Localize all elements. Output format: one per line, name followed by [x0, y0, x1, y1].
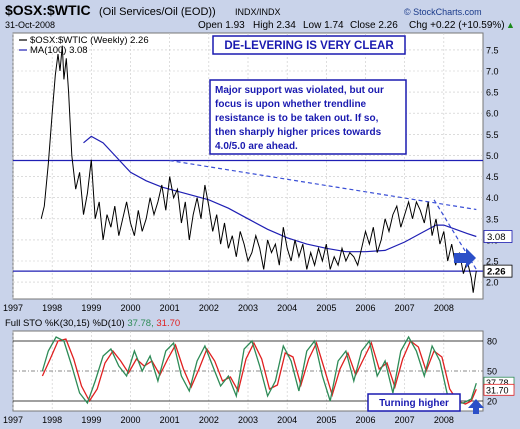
price-x-tick-label: 2008	[434, 303, 454, 313]
note-line: then sharply higher prices towards	[215, 127, 382, 138]
price-y-tick-label: 2.5	[486, 257, 499, 267]
up-arrow-icon	[468, 399, 484, 414]
close-value: Close 2.26	[350, 20, 398, 31]
price-x-tick-label: 2006	[355, 303, 375, 313]
sto-x-tick-label: 2000	[120, 415, 140, 425]
title-callout-box	[212, 35, 406, 55]
sto-x-tick-label: 2006	[355, 415, 375, 425]
chg-value: Chg +0.22 (+10.59%)	[409, 20, 505, 31]
price-x-tick-label: 1997	[3, 303, 23, 313]
price-y-tick-label: 4.5	[486, 172, 499, 182]
sto-legend-label: Full STO %K(30,15) %D(10) 37.78, 31.70	[5, 318, 180, 329]
price-x-tick-label: 2001	[160, 303, 180, 313]
price-x-tick-label: 2004	[277, 303, 297, 313]
price-x-tick-label: 2000	[120, 303, 140, 313]
price-y-tick-label: 3.5	[486, 214, 499, 224]
price-y-axis: 2.02.53.03.54.04.55.05.56.06.57.07.5	[486, 45, 499, 287]
sto-x-tick-label: 2002	[199, 415, 219, 425]
trendline	[169, 159, 477, 211]
sto-legend-prefix: Full STO %K(30,15) %D(10)	[5, 318, 127, 329]
note-callout-box	[209, 79, 407, 155]
sto-y-tick-label: 50	[487, 367, 497, 377]
price-y-tick-label: 7.5	[486, 45, 499, 55]
price-y-tick-label: 7.0	[486, 67, 499, 77]
price-x-tick-label: 2007	[395, 303, 415, 313]
note-line: resistance is to be taken out. If so,	[215, 113, 379, 124]
sto-x-tick-label: 1997	[3, 415, 23, 425]
right-arrow-icon	[454, 248, 476, 268]
price-x-tick-label: 1998	[42, 303, 62, 313]
turning-callout-box	[367, 393, 461, 412]
price-last-value-box	[483, 264, 513, 278]
price-y-tick-label: 5.0	[486, 151, 499, 161]
note-line: 4.0/5.0 are ahead.	[215, 141, 298, 152]
price-y-tick-label: 6.0	[486, 109, 499, 119]
sto-x-tick-label: 2003	[238, 415, 258, 425]
price-legend: $OSX:$WTIC (Weekly) 2.26 MA(100) 3.08	[19, 35, 149, 56]
price-x-axis: 1997 1998 1999 2000 2001 2002 2003 2004 2005 2006…	[3, 303, 454, 313]
price-y-tick-label: 6.5	[486, 88, 499, 98]
low-value: Low 1.74	[303, 20, 344, 31]
sto-k-last-value: 37.78	[486, 378, 509, 388]
price-x-tick-label: 2005	[316, 303, 336, 313]
sto-x-tick-label: 2008	[434, 415, 454, 425]
price-y-tick-label: 5.5	[486, 130, 499, 140]
sto-x-tick-label: 2004	[277, 415, 297, 425]
sto-y-tick-label: 20	[487, 397, 497, 407]
price-x-tick-label: 2003	[238, 303, 258, 313]
note-line: focus is upon whether trendline	[215, 99, 367, 110]
sto-x-axis: 1997 1998 1999 2000 2001 2002 2003 2004 2005 2006…	[3, 415, 454, 425]
note-line: Major support was violated, but our	[215, 85, 384, 96]
turning-callout-text: Turning higher	[379, 398, 449, 409]
title-callout-text: DE-LEVERING IS VERY CLEAR	[224, 40, 394, 52]
high-value: High 2.34	[253, 20, 296, 31]
watermark-text: © StockCharts.com	[404, 7, 482, 17]
sto-x-tick-label: 2005	[316, 415, 336, 425]
chart-symbol: $OSX:$WTIC	[5, 2, 91, 18]
price-x-tick-label: 1999	[81, 303, 101, 313]
price-y-tick-label: 2.0	[486, 278, 499, 288]
sto-legend-k: 37.78,	[127, 318, 156, 329]
sto-d-last-box	[483, 383, 515, 396]
price-series-line	[40, 45, 477, 293]
ma-last-value: 3.08	[487, 232, 506, 243]
sto-legend-d: 31.70	[156, 318, 180, 329]
sto-x-tick-label: 2007	[395, 415, 415, 425]
note-callout-text: Major support was violated, but our focus…	[215, 85, 384, 152]
price-x-tick-label: 2002	[199, 303, 219, 313]
sto-y-tick-label: 80	[487, 337, 497, 347]
sto-x-tick-label: 1998	[42, 415, 62, 425]
sto-x-tick-label: 2001	[160, 415, 180, 425]
sto-d-series-line	[41, 338, 477, 405]
chart-date: 31-Oct-2008	[5, 20, 55, 30]
sto-d-last-value: 31.70	[486, 385, 509, 395]
chart-description: (Oil Services/Oil (EOD))	[99, 6, 216, 18]
sto-k-series-line	[41, 335, 477, 405]
sto-x-tick-label: 1999	[81, 415, 101, 425]
ma-last-value-box	[483, 230, 513, 243]
price-last-labels: 3.08 2.26	[483, 230, 513, 278]
price-legend-label: $OSX:$WTIC (Weekly) 2.26	[30, 35, 149, 46]
price-last-value: 2.26	[487, 267, 506, 278]
chg-up-icon: ▲	[506, 20, 515, 30]
price-grid	[12, 33, 483, 299]
chart-exchange: INDX/INDX	[235, 7, 281, 17]
sto-y-axis: 20 50 80	[487, 337, 497, 407]
open-value: Open 1.93	[198, 20, 245, 31]
ma-legend-label: MA(100) 3.08	[30, 45, 88, 56]
price-y-tick-label: 4.0	[486, 193, 499, 203]
